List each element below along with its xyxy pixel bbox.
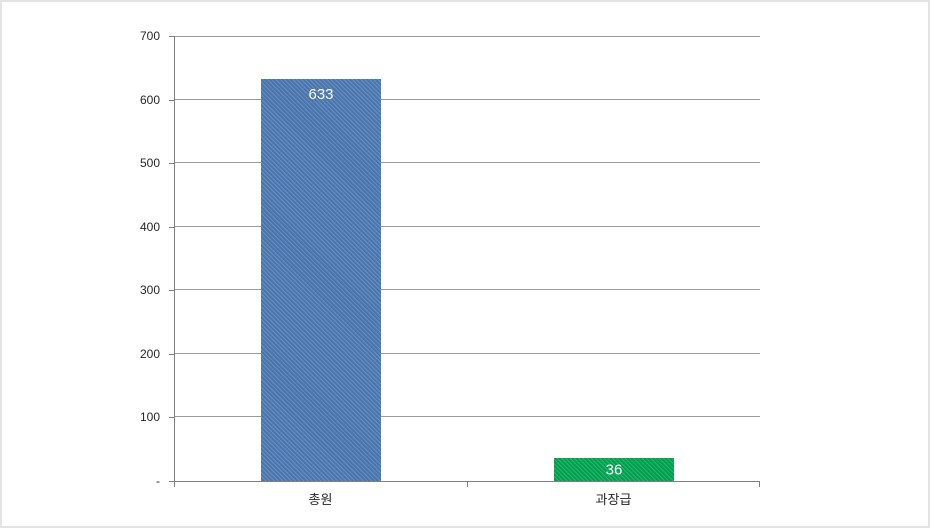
x-tick-mark-2: [759, 482, 760, 487]
y-tick-mark-500: [169, 163, 175, 164]
bar-value-label: 36: [605, 461, 623, 478]
gridline-100: [175, 416, 760, 417]
y-tick-mark-300: [169, 290, 175, 291]
y-tick-label-400: 400: [139, 220, 160, 234]
gridline-200: [175, 353, 760, 354]
category-label-1: 과장급: [595, 492, 632, 507]
y-tick-label-0: -: [156, 474, 160, 488]
y-tick-label-600: 600: [139, 93, 160, 107]
y-tick-label-300: 300: [139, 283, 160, 297]
y-tick-mark-600: [169, 100, 175, 101]
y-tick-label-200: 200: [139, 347, 160, 361]
category-label-0: 총원: [308, 492, 333, 507]
gridline-300: [175, 289, 760, 290]
x-tick-mark-1: [467, 482, 468, 487]
x-tick-mark-0: [174, 482, 175, 487]
gridline-700: [175, 36, 760, 37]
bar-value-label: 633: [308, 86, 334, 103]
y-tick-mark-700: [169, 36, 175, 37]
y-tick-label-100: 100: [139, 410, 160, 424]
y-tick-mark-200: [169, 354, 175, 355]
y-tick-mark-400: [169, 227, 175, 228]
y-tick-mark-100: [169, 417, 175, 418]
y-tick-label-500: 500: [139, 156, 160, 170]
y-tick-label-700: 700: [139, 29, 160, 43]
gridline-600: [175, 99, 760, 100]
bar-total-headcount: 633: [261, 79, 381, 481]
gridline-400: [175, 226, 760, 227]
plot-area: 633 36: [174, 36, 760, 482]
bar-section-chief-level: 36: [554, 458, 674, 481]
gridline-500: [175, 162, 760, 163]
y-tick-mark-0: [169, 481, 175, 482]
